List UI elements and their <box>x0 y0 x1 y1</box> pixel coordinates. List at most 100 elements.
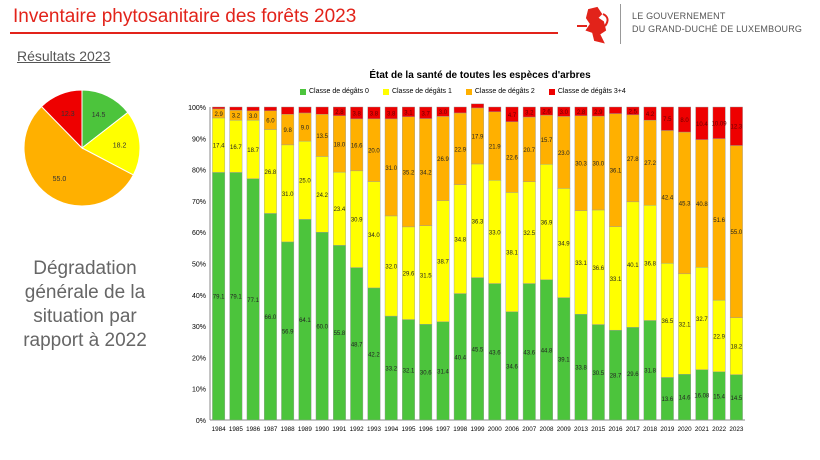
bar-segment <box>712 106 726 139</box>
data-label: 13.6 <box>661 397 673 403</box>
data-label: 25.0 <box>299 179 311 185</box>
bar-segment <box>212 106 226 110</box>
data-label: 36.1 <box>610 169 622 175</box>
bar-segment <box>488 106 502 112</box>
data-label: 40.4 <box>454 355 466 361</box>
bar-segment <box>643 106 657 121</box>
data-label: 3.2 <box>525 111 534 117</box>
data-label: 8.0 <box>680 118 689 124</box>
data-label: 32.5 <box>523 231 535 237</box>
bar-segment <box>540 106 553 116</box>
y-tick-label: 20% <box>192 355 206 362</box>
data-label: 48.7 <box>351 342 363 348</box>
data-label: 36.3 <box>472 219 484 225</box>
x-tick-label: 2016 <box>609 426 624 433</box>
data-label: 2.9 <box>594 110 603 116</box>
bar-segment <box>402 106 415 117</box>
pie-slice <box>23 105 135 207</box>
data-label: 10.4 <box>696 122 708 128</box>
y-tick-label: 10% <box>192 387 206 394</box>
pie-chart: 14.5 18.2 55.0 12.3 <box>23 89 141 207</box>
legend-item: Classe de dégâts 1 <box>382 88 452 95</box>
data-label: 45.5 <box>472 347 484 353</box>
pie-label: 55.0 <box>53 176 67 183</box>
bar-segment <box>557 106 571 117</box>
data-label: 77.1 <box>247 298 259 304</box>
bar-segment <box>315 106 329 115</box>
x-tick-label: 2023 <box>729 426 744 433</box>
data-label: 3.0 <box>560 110 569 116</box>
x-tick-label: 2009 <box>557 426 572 433</box>
results-subtitle: Résultats 2023 <box>17 48 111 64</box>
pie-slice <box>40 89 83 150</box>
legend-label: Classe de dégâts 2 <box>474 88 535 95</box>
bar-segment <box>367 106 381 120</box>
bar-segment <box>298 106 312 114</box>
data-label: 7.5 <box>663 117 672 123</box>
legend-label: Classe de dégâts 3+4 <box>557 88 626 95</box>
data-label: 34.6 <box>506 364 518 370</box>
x-tick-label: 1990 <box>315 426 330 433</box>
bar-segment <box>729 106 743 146</box>
bar-segment <box>574 106 588 116</box>
data-label: 22.9 <box>713 334 725 340</box>
legend-item: Classe de dégâts 0 <box>300 88 369 95</box>
title-underline <box>10 32 558 34</box>
pie-label: 14.5 <box>92 112 106 119</box>
data-label: 30.5 <box>592 371 604 377</box>
data-label: 2.5 <box>629 109 638 115</box>
pie-slice <box>81 89 129 150</box>
x-tick-label: 2021 <box>695 426 710 433</box>
y-tick-label: 50% <box>192 262 206 269</box>
data-label: 6.0 <box>266 119 275 125</box>
x-tick-label: 1999 <box>470 426 485 433</box>
bar-segment <box>660 106 674 131</box>
x-tick-label: 1986 <box>246 426 261 433</box>
data-label: 55.0 <box>731 230 743 236</box>
data-label: 55.8 <box>334 331 346 337</box>
pie-label: 18.2 <box>113 143 127 150</box>
y-tick-label: 30% <box>192 324 206 331</box>
data-label: 2.8 <box>335 110 344 116</box>
summary-note: Dégradation générale de la situation par… <box>23 258 147 351</box>
data-label: 34.0 <box>368 233 380 239</box>
x-tick-label: 2007 <box>522 426 537 433</box>
legend-swatch <box>465 88 472 95</box>
data-label: 4.2 <box>646 112 655 118</box>
y-tick-label: 40% <box>192 293 206 300</box>
y-tick-label: 70% <box>192 199 206 206</box>
legend-swatch <box>382 88 389 95</box>
bar-segment <box>505 106 519 122</box>
x-tick-label: 1991 <box>332 426 347 433</box>
data-label: 15.7 <box>541 138 553 144</box>
x-tick-label: 2006 <box>505 426 520 433</box>
data-label: 34.2 <box>420 171 432 177</box>
x-tick-label: 1992 <box>350 426 365 433</box>
data-label: 31.5 <box>420 273 432 279</box>
x-tick-label: 2018 <box>643 426 658 433</box>
data-label: 42.2 <box>368 352 380 358</box>
x-tick-label: 2017 <box>626 426 641 433</box>
x-tick-label: 1984 <box>212 426 227 433</box>
data-label: 12.3 <box>731 125 743 131</box>
data-label: 40.1 <box>627 263 639 269</box>
bar-segment <box>229 106 243 111</box>
data-label: 23.4 <box>334 207 346 213</box>
data-label: 3.8 <box>370 111 379 117</box>
data-label: 29.6 <box>403 272 415 278</box>
gov-line-1: LE GOUVERNEMENT <box>632 11 726 21</box>
chart-title: État de la santé de toutes les espèces d… <box>369 70 591 81</box>
x-tick-label: 1996 <box>419 426 434 433</box>
x-tick-label: 1993 <box>367 426 382 433</box>
data-label: 44.8 <box>541 348 553 354</box>
x-tick-label: 2020 <box>678 426 693 433</box>
bar-segment <box>436 106 450 117</box>
data-label: 30.3 <box>575 162 587 168</box>
data-label: 14.5 <box>731 396 743 402</box>
data-label: 56.9 <box>282 329 294 335</box>
data-label: 31.0 <box>282 192 294 198</box>
bar-segment <box>591 106 605 117</box>
data-label: 32.0 <box>385 265 397 271</box>
x-tick-label: 2022 <box>712 426 727 433</box>
bar-segment <box>609 106 622 114</box>
